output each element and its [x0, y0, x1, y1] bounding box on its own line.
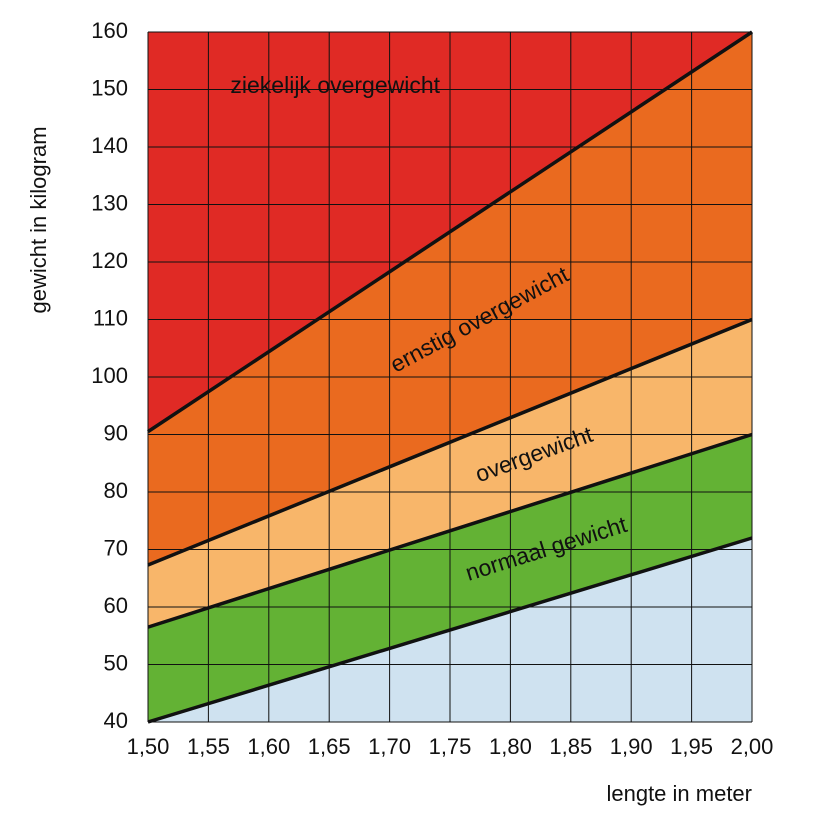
- x-tick-label: 1,50: [127, 734, 170, 759]
- x-tick-label: 1,90: [610, 734, 653, 759]
- boundary-line: [147, 30, 753, 434]
- y-tick-label: 100: [91, 363, 128, 388]
- y-tick-label: 60: [104, 593, 128, 618]
- x-tick-label: 1,95: [670, 734, 713, 759]
- y-tick-label: 120: [91, 248, 128, 273]
- x-tick-label: 1,60: [247, 734, 290, 759]
- x-tick-label: 1,65: [308, 734, 351, 759]
- y-axis-label: gewicht in kilogram: [26, 126, 51, 313]
- x-tick-label: 1,85: [549, 734, 592, 759]
- boundary-line: [147, 432, 753, 629]
- y-tick-label: 160: [91, 18, 128, 43]
- x-tick-label: 1,70: [368, 734, 411, 759]
- y-tick-label: 80: [104, 478, 128, 503]
- y-tick-label: 90: [104, 420, 128, 445]
- x-tick-label: 1,80: [489, 734, 532, 759]
- y-tick-label: 70: [104, 535, 128, 560]
- band-label: ziekelijk overgewicht: [230, 72, 440, 98]
- y-tick-label: 110: [93, 305, 128, 330]
- boundary-line: [147, 317, 753, 567]
- y-tick-label: 150: [91, 75, 128, 100]
- y-tick-label: 50: [104, 650, 128, 675]
- x-axis-label: lengte in meter: [606, 781, 752, 806]
- x-tick-label: 2,00: [731, 734, 774, 759]
- boundary-line: [147, 536, 753, 724]
- x-tick-label: 1,55: [187, 734, 230, 759]
- y-tick-label: 130: [91, 190, 128, 215]
- y-tick-label: 40: [104, 708, 128, 733]
- x-tick-label: 1,75: [429, 734, 472, 759]
- y-tick-label: 140: [91, 133, 128, 158]
